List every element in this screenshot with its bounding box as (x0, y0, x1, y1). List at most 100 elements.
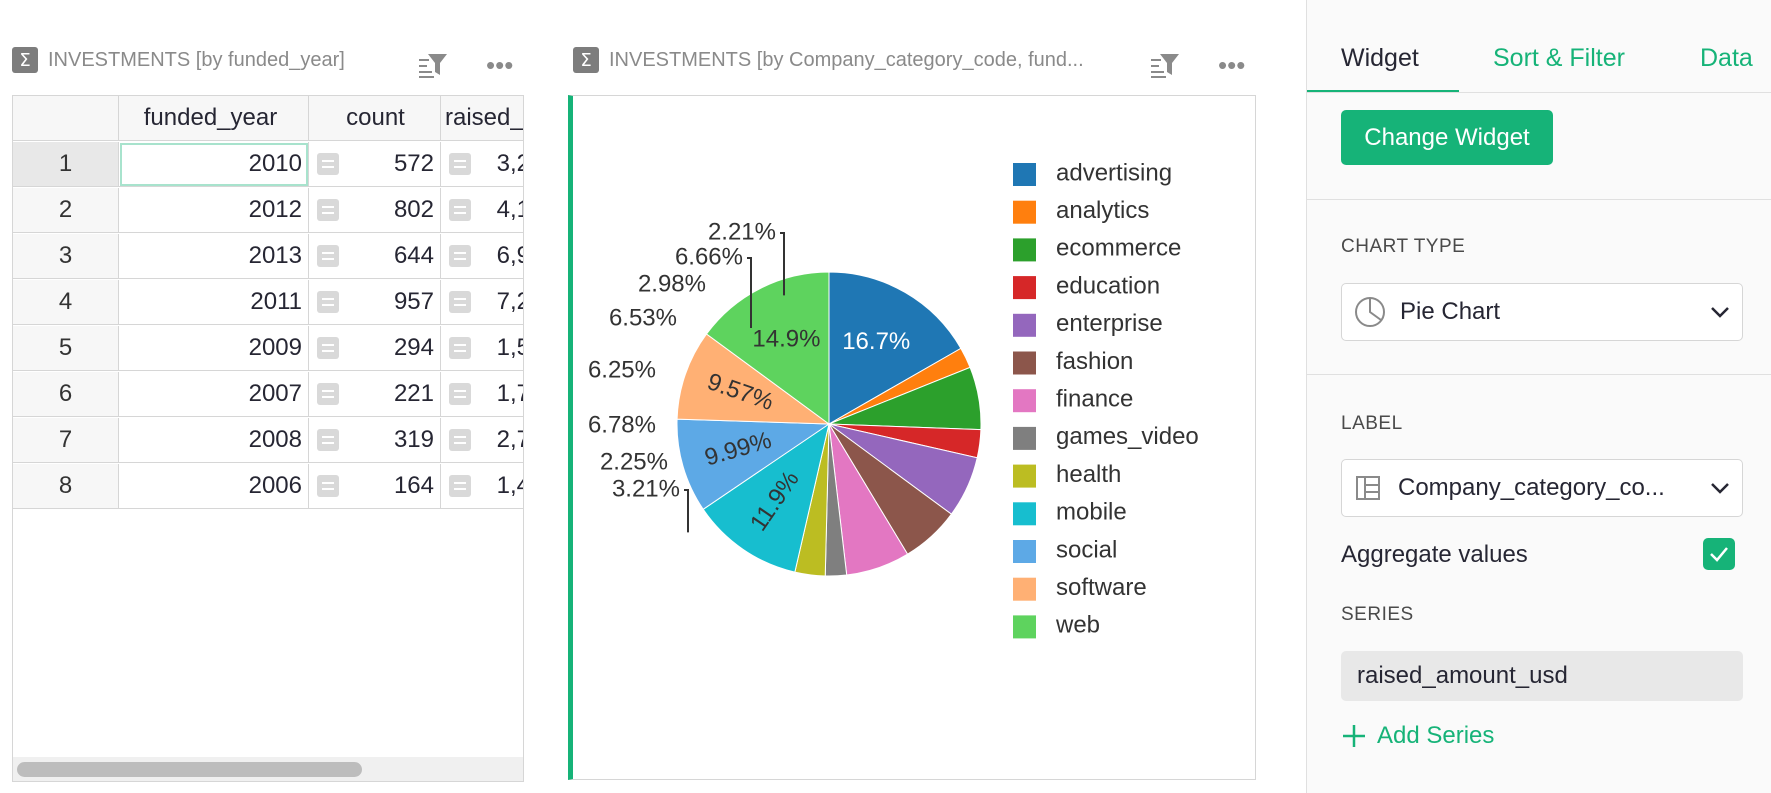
cell-count[interactable]: 957 (309, 280, 441, 325)
equals-icon (449, 383, 471, 405)
row-number-header (13, 96, 119, 141)
pie-slice-software[interactable] (676, 333, 831, 425)
column-header-funded-year[interactable]: funded_year (119, 96, 309, 141)
legend-label[interactable]: web (1055, 612, 1100, 639)
row-number[interactable]: 3 (13, 234, 119, 279)
slice-label: 2.98% (638, 270, 706, 297)
horizontal-scrollbar[interactable] (17, 762, 362, 777)
legend-swatch (1013, 615, 1036, 639)
chart-type-select[interactable]: Pie Chart (1341, 283, 1743, 341)
legend-label[interactable]: enterprise (1056, 310, 1163, 337)
cell-funded-year[interactable]: 2013 (119, 234, 309, 279)
series-item[interactable]: raised_amount_usd (1341, 651, 1743, 701)
legend-label[interactable]: ecommerce (1056, 235, 1181, 262)
column-header-raised[interactable]: raised_ (441, 96, 523, 141)
cell-raised[interactable]: 3,2 (441, 142, 523, 187)
slice-label: 6.53% (609, 304, 677, 331)
row-number[interactable]: 7 (13, 418, 119, 463)
legend-swatch (1013, 313, 1036, 337)
active-tab-indicator (1307, 90, 1459, 92)
table-widget-title: INVESTMENTS [by funded_year] (48, 48, 345, 71)
row-number[interactable]: 2 (13, 188, 119, 233)
chart-widget-header: Σ INVESTMENTS [by Company_category_code,… (573, 40, 1084, 80)
row-number[interactable]: 1 (13, 142, 119, 187)
legend-swatch (1013, 426, 1036, 450)
legend-label[interactable]: advertising (1056, 159, 1172, 186)
row-number[interactable]: 8 (13, 464, 119, 509)
equals-icon (317, 199, 339, 221)
legend-swatch (1013, 200, 1036, 224)
legend-swatch (1013, 540, 1036, 563)
legend-label[interactable]: fashion (1056, 348, 1133, 375)
equals-icon (449, 245, 471, 267)
pie-slice-mobile[interactable] (702, 422, 830, 573)
cell-raised[interactable]: 1,7 (441, 372, 523, 417)
cell-funded-year[interactable]: 2007 (119, 372, 309, 417)
cell-funded-year[interactable]: 2012 (119, 188, 309, 233)
cell-funded-year[interactable]: 2011 (119, 280, 309, 325)
legend-label[interactable]: health (1056, 461, 1121, 488)
pie-slice-advertising[interactable] (828, 271, 962, 425)
row-number[interactable]: 4 (13, 280, 119, 325)
summary-sigma-icon: Σ (573, 47, 599, 73)
table-widget-header: Σ INVESTMENTS [by funded_year] (12, 40, 345, 80)
column-header-count[interactable]: count (309, 96, 441, 141)
cell-raised[interactable]: 1,4 (441, 464, 523, 509)
legend-label[interactable]: mobile (1056, 499, 1127, 526)
more-options-icon[interactable]: ••• (1218, 50, 1246, 80)
cell-funded-year[interactable]: 2006 (119, 464, 309, 509)
cell-raised[interactable]: 7,2 (441, 280, 523, 325)
legend-label[interactable]: software (1056, 574, 1147, 601)
equals-icon (449, 291, 471, 313)
equals-icon (449, 429, 471, 451)
pie-slice-web[interactable] (705, 271, 830, 425)
legend-label[interactable]: analytics (1056, 197, 1149, 224)
legend-label[interactable]: games_video (1056, 423, 1199, 450)
tab-sort-filter[interactable]: Sort & Filter (1493, 44, 1625, 72)
slice-label: 6.78% (588, 411, 656, 438)
pie-slice-social[interactable] (676, 418, 831, 511)
cell-raised[interactable]: 6,9 (441, 234, 523, 279)
add-series-button[interactable]: Add Series (1341, 722, 1494, 750)
legend-label[interactable]: education (1056, 272, 1160, 299)
cell-raised[interactable]: 2,7 (441, 418, 523, 463)
chart-type-value: Pie Chart (1400, 298, 1501, 325)
cell-funded-year[interactable]: 2010 (119, 142, 309, 187)
raised-value: 2,7 (496, 426, 523, 453)
cell-count[interactable]: 572 (309, 142, 441, 187)
cell-count[interactable]: 802 (309, 188, 441, 233)
chart-widget-title: INVESTMENTS [by Company_category_code, f… (609, 48, 1084, 71)
sort-filter-icon[interactable] (1150, 52, 1180, 83)
cell-funded-year[interactable]: 2009 (119, 326, 309, 371)
label-select[interactable]: Company_category_co... (1341, 459, 1743, 517)
equals-icon (449, 153, 471, 175)
cell-count[interactable]: 221 (309, 372, 441, 417)
more-options-icon[interactable]: ••• (486, 50, 514, 80)
count-value: 572 (393, 150, 434, 177)
slice-label: 14.9% (752, 325, 820, 352)
sort-filter-icon[interactable] (418, 52, 448, 83)
cell-funded-year[interactable]: 2008 (119, 418, 309, 463)
legend-swatch (1013, 464, 1036, 488)
tab-widget[interactable]: Widget (1341, 44, 1419, 72)
legend-label[interactable]: social (1056, 536, 1117, 563)
aggregate-values-checkbox[interactable] (1703, 538, 1735, 570)
legend-label[interactable]: finance (1056, 386, 1133, 413)
row-number[interactable]: 6 (13, 372, 119, 417)
slice-leader-line (780, 232, 785, 296)
equals-icon (317, 475, 339, 497)
cell-raised[interactable]: 1,5 (441, 326, 523, 371)
cell-count[interactable]: 294 (309, 326, 441, 371)
cell-count[interactable]: 164 (309, 464, 441, 509)
change-widget-button[interactable]: Change Widget (1341, 110, 1553, 165)
horizontal-scroll-track (13, 757, 523, 781)
raised-value: 3,2 (496, 150, 523, 177)
row-number[interactable]: 5 (13, 326, 119, 371)
tab-data[interactable]: Data (1700, 44, 1753, 72)
cell-count[interactable]: 644 (309, 234, 441, 279)
cell-raised[interactable]: 4,1 (441, 188, 523, 233)
cell-count[interactable]: 319 (309, 418, 441, 463)
